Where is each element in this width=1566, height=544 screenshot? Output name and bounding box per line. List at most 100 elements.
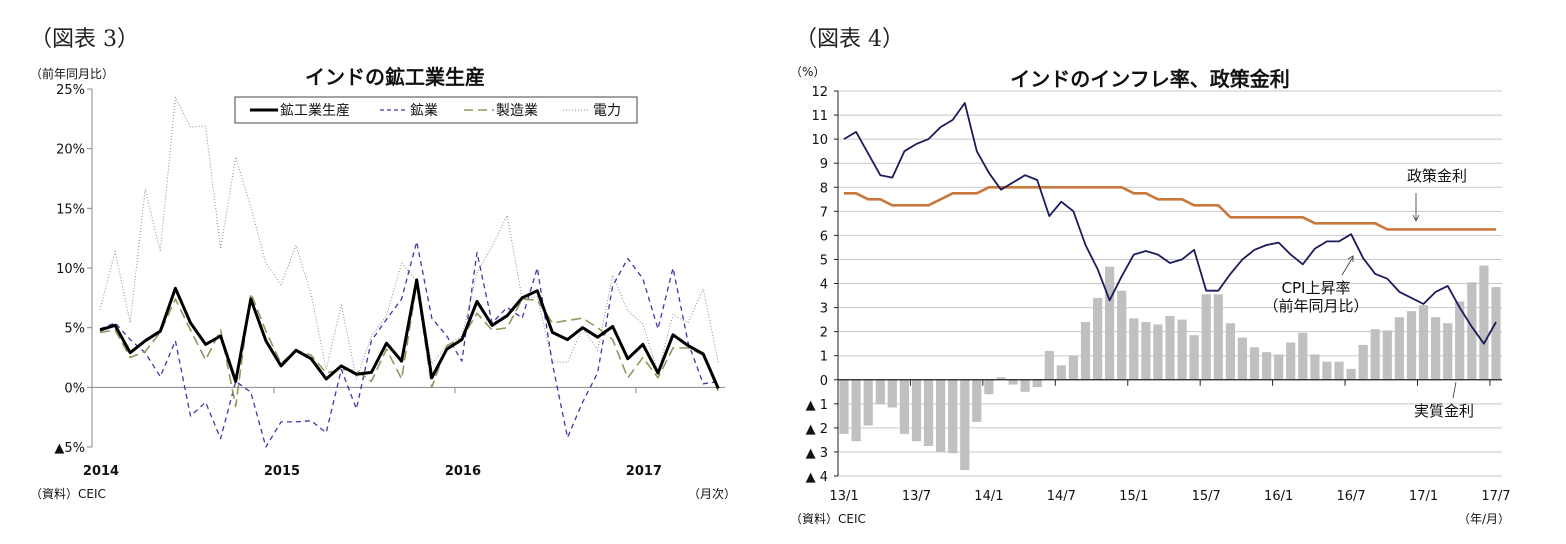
bar-real-rate [911, 379, 922, 442]
series-line-3 [99, 96, 719, 380]
y-axis-unit-label: （%） [790, 65, 825, 79]
bar-real-rate [996, 377, 1006, 380]
y-tick-label: 9 [820, 157, 828, 172]
x-tick-label: 14/7 [1047, 489, 1076, 504]
bar-real-rate [936, 379, 946, 452]
x-tick-label: 2016 [445, 464, 481, 479]
bar-real-rate [839, 379, 849, 434]
bar-real-rate [1237, 337, 1247, 380]
bar-real-rate [1177, 319, 1187, 380]
x-tick-label: 14/1 [974, 489, 1003, 504]
bar-real-rate [1165, 316, 1175, 380]
x-tick-label: 2014 [83, 464, 119, 479]
bar-real-rate [1189, 335, 1199, 380]
x-tick-label: 2015 [264, 464, 300, 479]
bar-real-rate [1129, 318, 1139, 380]
bar-real-rate [1467, 282, 1477, 380]
bar-real-rate [1382, 330, 1392, 380]
bar-real-rate [1032, 379, 1042, 387]
bar-real-rate [863, 379, 873, 426]
bar-real-rate [1117, 290, 1127, 380]
legend-label-manufacturing: 製造業 [496, 103, 538, 119]
bar-real-rate [1068, 355, 1078, 380]
x-tick-label: 16/1 [1264, 489, 1293, 504]
annotation-cpi-line2: （前年同月比） [1263, 297, 1368, 315]
arrow-cpi [1341, 256, 1354, 276]
arrow-real-rate [1452, 381, 1457, 399]
bar-real-rate [1443, 323, 1453, 380]
chart-title: インドのインフレ率、政策金利 [1010, 67, 1289, 91]
bar-real-rate [1105, 266, 1115, 380]
bar-real-rate [1093, 297, 1103, 380]
x-tick-label: 13/7 [902, 489, 931, 504]
bar-real-rate [1213, 294, 1223, 380]
annotation-policy-rate: 政策金利 [1407, 167, 1467, 185]
bar-real-rate [960, 379, 970, 470]
x-tick-label: 17/7 [1481, 489, 1510, 504]
y-tick-label: 0 [820, 374, 828, 389]
series-lines [99, 96, 720, 448]
bar-real-rate [1418, 305, 1429, 380]
x-tick-label: 17/1 [1409, 489, 1438, 504]
bar-real-rate [1358, 344, 1368, 380]
bar-real-rate [887, 379, 897, 408]
axes: 25% 20% 15% 10% 5% 0% ▲5% 2014 2015 2016 2017 [54, 83, 725, 479]
bar-real-rate [1491, 287, 1501, 380]
y-tick-label: 6 [820, 229, 828, 244]
bar-real-rate [1153, 324, 1163, 380]
chart-inflation-policy-rate: （図表 4） （%） インドのインフレ率、政策金利 12111098765432… [790, 27, 1511, 526]
chart-title: インドの鉱工業生産 [305, 65, 485, 89]
bar-real-rate [984, 379, 994, 395]
bar-real-rate [1479, 265, 1489, 380]
y-tick-label: 10% [56, 262, 85, 277]
bar-real-rate [948, 379, 958, 454]
x-tick-label: 16/7 [1336, 489, 1365, 504]
y-tick-label: 1 [820, 350, 828, 365]
bar-real-rate [1044, 350, 1054, 380]
series-lines [843, 102, 1497, 345]
y-tick-label: ▲ 4 [806, 470, 828, 485]
bar-real-rate [1298, 332, 1308, 380]
series-line-0 [99, 278, 720, 390]
bar-real-rate [1080, 322, 1091, 380]
bar-real-rate [1346, 368, 1356, 380]
bar-real-rate [1334, 361, 1344, 380]
annotation-real-rate: 実質金利 [1414, 402, 1474, 420]
y-tick-label: 5 [820, 253, 828, 268]
bar-real-rate [1201, 294, 1211, 380]
y-tick-label: 25% [56, 83, 85, 98]
y-tick-label: 7 [820, 205, 828, 220]
bar-real-rate [1370, 329, 1380, 380]
bar-real-rate [1274, 354, 1284, 380]
y-tick-label: ▲5% [54, 441, 85, 456]
x-axis-unit-label: （月次） [688, 487, 736, 501]
y-tick-label: 15% [56, 202, 85, 217]
chart-industrial-production: （図表 3） （前年同月比） インドの鉱工業生産 25% 20% 15% 10% 5% 0… [30, 27, 736, 501]
policy-rate-line [844, 186, 1496, 231]
source-label: （資料）CEIC [790, 512, 866, 526]
bar-real-rate [1020, 379, 1030, 392]
bar-real-rate [1431, 317, 1441, 380]
legend: 鉱工業生産 鉱業 製造業 電力 [234, 96, 638, 124]
y-tick-label: 11 [811, 109, 828, 124]
real-rate-bars [839, 265, 1501, 470]
bar-real-rate [1394, 317, 1404, 380]
bar-real-rate [1286, 342, 1296, 380]
x-tick-label: 15/1 [1119, 489, 1148, 504]
figure-label-4: （図表 4） [795, 27, 904, 52]
bar-real-rate [1455, 301, 1465, 380]
figure-label-3: （図表 3） [30, 27, 139, 52]
y-tick-label: 3 [820, 302, 828, 317]
x-tick-label: 2017 [626, 464, 662, 479]
cpi-line [843, 102, 1497, 345]
bar-real-rate [923, 379, 934, 446]
bar-real-rate [851, 379, 861, 442]
y-tick-label: 20% [56, 143, 85, 158]
annotations: 政策金利 CPI上昇率 （前年同月比） 実質金利 [1263, 167, 1474, 420]
bar-real-rate [875, 379, 885, 404]
y-tick-label: 2 [820, 326, 828, 341]
bar-real-rate [899, 379, 909, 434]
bar-real-rate [1249, 347, 1260, 380]
bar-real-rate [1008, 379, 1018, 385]
